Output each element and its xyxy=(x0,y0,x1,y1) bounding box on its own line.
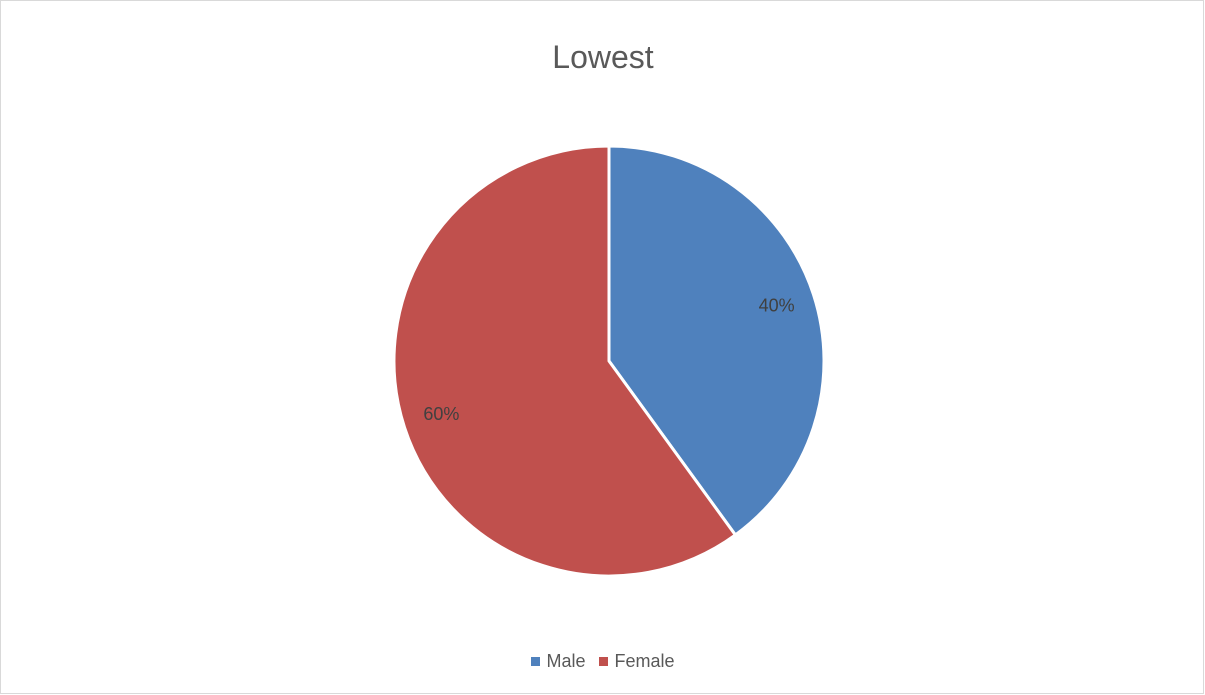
data-label-male: 40% xyxy=(759,295,795,315)
pie-slice-male xyxy=(607,144,826,537)
legend-label-female: Female xyxy=(614,651,675,671)
legend: Male Female xyxy=(1,651,1205,672)
legend-swatch-female xyxy=(599,657,609,666)
legend-swatch-male xyxy=(531,657,541,666)
data-labels: 40% 60% xyxy=(423,295,794,424)
data-label-female: 60% xyxy=(423,404,459,424)
legend-item-male: Male xyxy=(531,651,585,672)
pie-slice-female xyxy=(392,144,737,578)
legend-label-male: Male xyxy=(546,651,586,671)
legend-item-female: Female xyxy=(599,651,675,672)
pie-slices xyxy=(392,144,826,578)
chart-title: Lowest xyxy=(552,39,654,75)
